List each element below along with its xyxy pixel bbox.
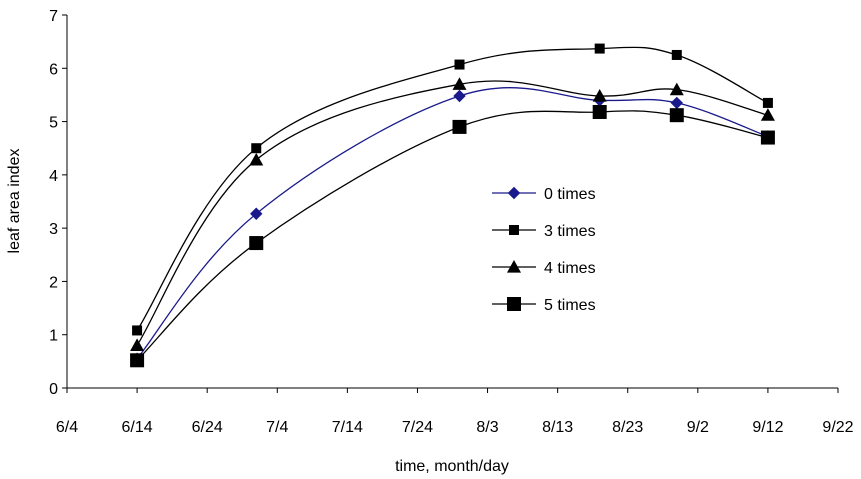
y-tick-label: 6: [49, 61, 58, 78]
data-point: [249, 236, 264, 251]
x-tick-label: 8/23: [612, 419, 643, 436]
y-axis-ticks: 0 1 2 3 4 5 6 7: [49, 8, 67, 398]
data-point: [762, 97, 773, 108]
x-tick-label: 9/12: [752, 419, 783, 436]
y-tick-label: 0: [49, 381, 58, 398]
x-tick-label: 7/24: [402, 419, 433, 436]
x-tick-label: 7/14: [332, 419, 363, 436]
data-point: [132, 325, 143, 336]
legend-label: 0 times: [544, 186, 596, 203]
data-point: [669, 82, 684, 96]
data-point: [592, 104, 607, 119]
data-point: [592, 88, 607, 102]
legend-label: 5 times: [544, 297, 596, 314]
data-point: [452, 77, 467, 90]
legend-label: 4 times: [544, 260, 596, 277]
series-group: [130, 43, 775, 368]
x-tick-label: 6/4: [56, 419, 78, 436]
x-tick-label: 6/14: [122, 419, 153, 436]
data-point: [760, 108, 775, 121]
legend-marker: [507, 260, 521, 273]
x-axis-ticks: 6/4 6/14 6/24 7/4 7/14 7/24 8/3 8/13 8/23 9/2 9/12…: [56, 388, 854, 436]
y-tick-label: 3: [49, 221, 58, 238]
series-3-times: [132, 43, 773, 336]
plot-area: 0 1 2 3 4 5 6 7 6/4 6/14 6/24 7/4 7/14 7/24 8/3 8/13 8/…: [49, 8, 854, 436]
y-tick-label: 7: [49, 8, 58, 25]
y-tick-label: 5: [49, 115, 58, 132]
x-axis-title: time, month/day: [395, 458, 509, 475]
series-line: [136, 87, 769, 360]
x-tick-label: 6/24: [192, 419, 223, 436]
legend-marker: [507, 297, 521, 311]
y-tick-label: 1: [49, 328, 58, 345]
legend-marker: [507, 186, 521, 200]
legend-label: 3 times: [544, 223, 596, 240]
x-tick-label: 8/3: [476, 419, 498, 436]
data-point: [454, 59, 465, 70]
legend-marker: [509, 225, 519, 235]
series-5-times: [130, 104, 775, 368]
data-point: [130, 338, 145, 351]
legend-item: 3 times: [492, 223, 596, 240]
legend-item: 0 times: [492, 186, 596, 203]
legend-item: 5 times: [492, 297, 596, 314]
y-tick-label: 4: [49, 168, 58, 185]
legend: 0 times 3 times 4 times 5 times: [492, 186, 596, 314]
data-point: [670, 96, 683, 110]
x-tick-label: 9/2: [687, 419, 709, 436]
y-axis-title: leaf area index: [6, 149, 23, 254]
data-point: [249, 152, 264, 166]
data-point: [452, 119, 467, 134]
y-tick-label: 2: [49, 274, 58, 291]
x-tick-label: 8/13: [542, 419, 573, 436]
data-point: [671, 49, 682, 60]
data-point: [594, 43, 605, 54]
legend-item: 4 times: [492, 260, 596, 277]
data-point: [669, 108, 684, 123]
data-point: [453, 89, 466, 103]
series-4-times: [130, 77, 775, 351]
data-point: [251, 143, 262, 154]
data-point: [250, 207, 263, 220]
data-point: [760, 130, 775, 145]
data-point: [130, 353, 145, 368]
x-tick-label: 9/22: [822, 419, 853, 436]
x-tick-label: 7/4: [266, 419, 288, 436]
